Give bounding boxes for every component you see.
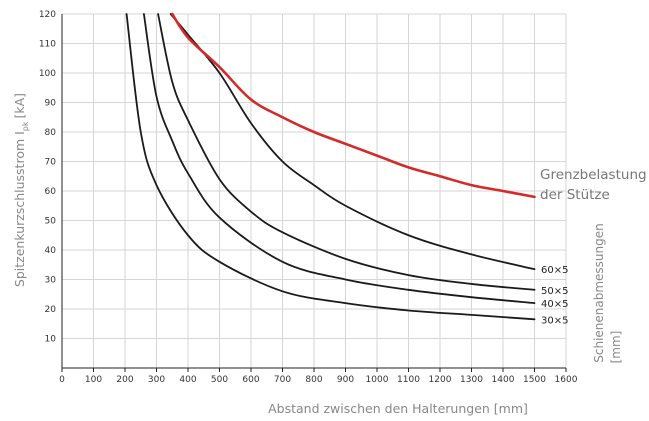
- series-label: 50×5: [541, 286, 568, 297]
- limit-annotation-line1: Grenzbelastung: [540, 167, 647, 183]
- x-tick-label: 500: [211, 375, 228, 385]
- series-labels: 30×5 40×5 50×5 60×5: [541, 265, 568, 326]
- series-line-40x5: [143, 13, 536, 304]
- x-tick-label: 100: [85, 375, 102, 385]
- x-tick-label: 900: [337, 375, 354, 385]
- x-tick-label: 1300: [460, 375, 483, 385]
- y-tick-label: 60: [45, 187, 57, 197]
- limit-annotation-line2: der Stütze: [540, 187, 610, 203]
- y-tick-label: 70: [45, 158, 57, 168]
- x-tick-label: 0: [59, 375, 65, 385]
- series-label: 40×5: [541, 299, 568, 310]
- y-tick-label: 110: [39, 40, 56, 50]
- y-tick-label: 50: [45, 217, 57, 227]
- y-axis-title-sub: pk: [21, 121, 30, 131]
- series-legend-title: Schienenabmessungen: [592, 223, 606, 363]
- grid-lines: [62, 13, 567, 368]
- limit-line: [170, 12, 536, 199]
- y-tick-label: 10: [45, 335, 57, 345]
- y-tick-label: 20: [45, 305, 57, 315]
- x-tick-label: 1100: [397, 375, 420, 385]
- y-tick-label: 40: [45, 246, 57, 256]
- series-lines: [125, 12, 536, 321]
- series-line-60x5: [169, 13, 536, 271]
- x-tick-label: 400: [179, 375, 196, 385]
- x-tick-label: 1600: [555, 375, 578, 385]
- series-line-50x5: [157, 13, 536, 291]
- y-tick-label: 120: [39, 10, 56, 20]
- series-legend-unit: [mm]: [609, 331, 623, 364]
- y-tick-labels: 10 20 30 40 50 60 70 80 90 100 110 120: [39, 10, 56, 345]
- y-axis-title-main: Spitzenkurzschlusstrom I: [12, 131, 27, 287]
- x-tick-label: 1000: [366, 375, 389, 385]
- x-tick-label: 1400: [492, 375, 515, 385]
- series-label: 30×5: [541, 315, 568, 326]
- x-tick-label: 800: [305, 375, 322, 385]
- x-tick-label: 1500: [523, 375, 546, 385]
- y-axis-title: Spitzenkurzschlusstrom Ipk [kA]: [12, 93, 30, 287]
- series-line-30x5: [125, 13, 536, 321]
- x-tick-label: 1200: [429, 375, 452, 385]
- y-tick-label: 30: [45, 276, 57, 286]
- x-tick-label: 300: [148, 375, 165, 385]
- y-tick-label: 100: [39, 69, 56, 79]
- x-tick-label: 600: [242, 375, 259, 385]
- x-tick-label: 700: [274, 375, 291, 385]
- y-tick-label: 90: [45, 99, 57, 109]
- x-axis-title: Abstand zwischen den Halterungen [mm]: [268, 401, 528, 416]
- y-axis-title-unit: [kA]: [12, 93, 27, 119]
- y-tick-label: 80: [45, 128, 57, 138]
- series-label: 60×5: [541, 265, 568, 276]
- x-tick-labels: 0 100 200 300 400 500 600 700 800 900 1000 1100 1200…: [59, 368, 578, 385]
- x-tick-label: 200: [116, 375, 133, 385]
